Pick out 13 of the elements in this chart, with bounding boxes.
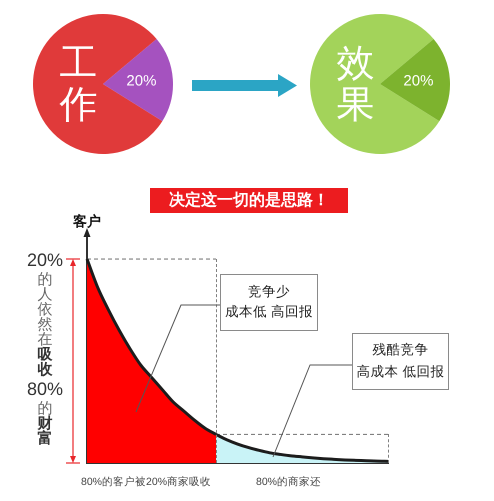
slice-label: 工作 bbox=[58, 42, 98, 126]
text: 80%的商家还 bbox=[256, 475, 322, 489]
y-axis-title: 客户 bbox=[72, 213, 102, 229]
slice-label: 效果 bbox=[336, 42, 375, 126]
chart-title: 决定这一切的是思路！ bbox=[150, 188, 348, 213]
data-label: 20% bbox=[403, 72, 434, 90]
text: 80%的客户被20%商家吸收 bbox=[81, 475, 212, 489]
annotation: 竞争少 bbox=[247, 283, 291, 301]
annotation: 成本低 高回报 bbox=[224, 303, 314, 321]
annotation: 高成本 低回报 bbox=[356, 363, 446, 381]
text: 20%的人依然在吸收80%的财富 bbox=[26, 250, 64, 447]
data-label: 20% bbox=[126, 72, 156, 90]
annotation: 残酷竞争 bbox=[372, 341, 430, 359]
